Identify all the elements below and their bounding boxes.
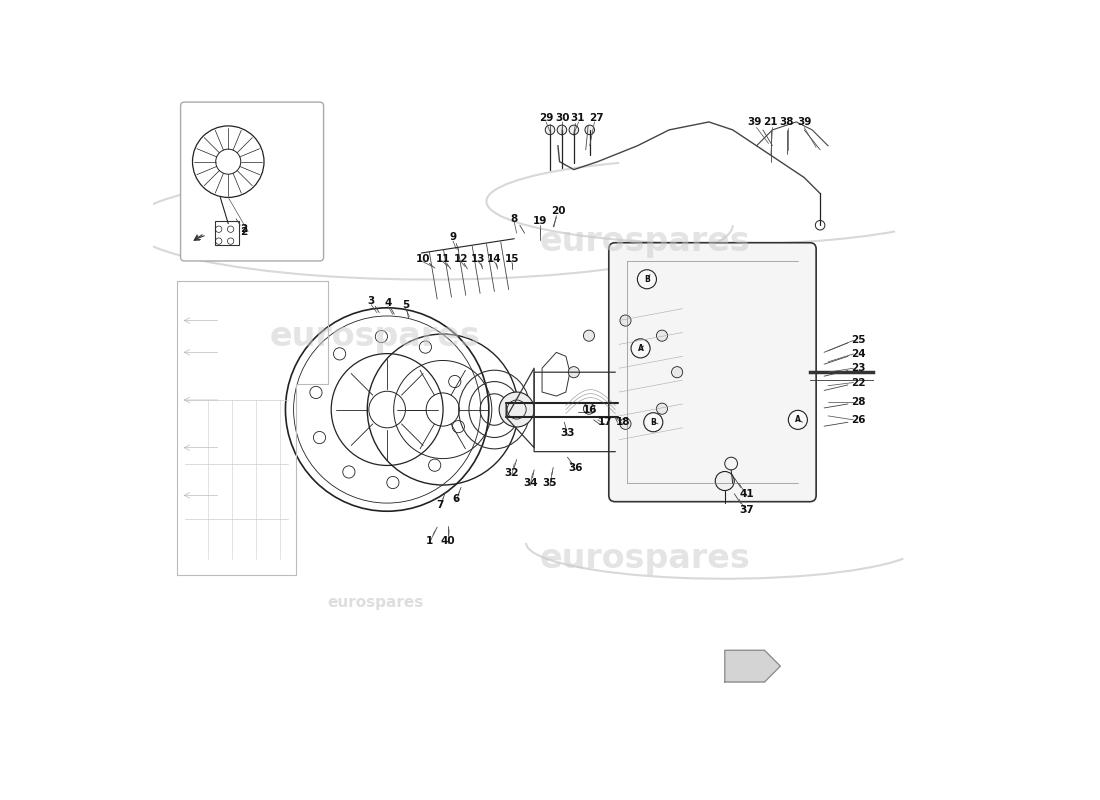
- Text: 14: 14: [487, 254, 502, 263]
- Text: 35: 35: [542, 478, 558, 489]
- Text: 39: 39: [798, 117, 812, 127]
- Text: eurospares: eurospares: [270, 320, 481, 353]
- Circle shape: [671, 366, 683, 378]
- Text: 11: 11: [436, 254, 450, 263]
- Circle shape: [620, 315, 631, 326]
- Text: 34: 34: [522, 478, 538, 489]
- Text: 40: 40: [441, 537, 455, 546]
- FancyBboxPatch shape: [608, 242, 816, 502]
- Text: 38: 38: [780, 117, 794, 127]
- Text: 27: 27: [588, 113, 604, 123]
- Text: 7: 7: [437, 500, 444, 510]
- Text: 31: 31: [571, 113, 585, 123]
- Text: eurospares: eurospares: [540, 225, 750, 258]
- Circle shape: [715, 471, 735, 490]
- Circle shape: [620, 418, 631, 430]
- Text: 21: 21: [763, 117, 778, 127]
- Text: 39: 39: [748, 117, 762, 127]
- Bar: [214, 222, 239, 245]
- Polygon shape: [725, 650, 780, 682]
- Text: 20: 20: [551, 206, 565, 216]
- Text: 3: 3: [367, 296, 375, 306]
- Text: B: B: [644, 274, 650, 284]
- Text: 32: 32: [505, 468, 519, 478]
- Text: A: A: [638, 344, 644, 353]
- Text: 2: 2: [241, 226, 248, 237]
- Circle shape: [585, 125, 594, 134]
- Text: 9: 9: [450, 232, 456, 242]
- Text: eurospares: eurospares: [540, 542, 750, 575]
- Text: 30: 30: [556, 113, 570, 123]
- Text: 5: 5: [402, 300, 409, 310]
- Text: 26: 26: [851, 415, 866, 425]
- Text: 13: 13: [471, 254, 486, 263]
- Text: 10: 10: [416, 254, 430, 263]
- Text: A: A: [795, 415, 801, 424]
- Circle shape: [637, 270, 657, 289]
- Text: 19: 19: [532, 216, 547, 226]
- Text: 18: 18: [616, 418, 630, 427]
- Text: eurospares: eurospares: [327, 595, 424, 610]
- Text: 15: 15: [505, 254, 519, 263]
- Text: 16: 16: [583, 405, 597, 414]
- Text: 8: 8: [510, 214, 518, 224]
- Text: 25: 25: [851, 335, 866, 346]
- FancyBboxPatch shape: [180, 102, 323, 261]
- Text: 33: 33: [560, 428, 574, 438]
- Circle shape: [657, 403, 668, 414]
- Text: 41: 41: [739, 489, 755, 498]
- Circle shape: [569, 125, 579, 134]
- Text: B: B: [650, 418, 657, 426]
- Text: 6: 6: [452, 494, 460, 504]
- Circle shape: [657, 330, 668, 342]
- Text: 28: 28: [851, 397, 866, 406]
- Text: 37: 37: [739, 505, 755, 514]
- Text: 4: 4: [384, 298, 392, 308]
- Circle shape: [631, 339, 650, 358]
- Text: 12: 12: [454, 254, 469, 263]
- Circle shape: [499, 392, 535, 427]
- Circle shape: [558, 125, 566, 134]
- Text: 23: 23: [851, 363, 866, 374]
- Circle shape: [583, 330, 594, 342]
- Text: 1: 1: [426, 537, 433, 546]
- Text: 29: 29: [539, 113, 553, 123]
- Circle shape: [569, 366, 580, 378]
- Text: 2: 2: [241, 224, 248, 234]
- Circle shape: [644, 413, 663, 432]
- Text: 24: 24: [851, 349, 866, 359]
- Text: 36: 36: [569, 462, 583, 473]
- Circle shape: [546, 125, 554, 134]
- Circle shape: [583, 403, 594, 414]
- Text: 17: 17: [598, 418, 613, 427]
- Text: 22: 22: [851, 378, 866, 387]
- Circle shape: [789, 410, 807, 430]
